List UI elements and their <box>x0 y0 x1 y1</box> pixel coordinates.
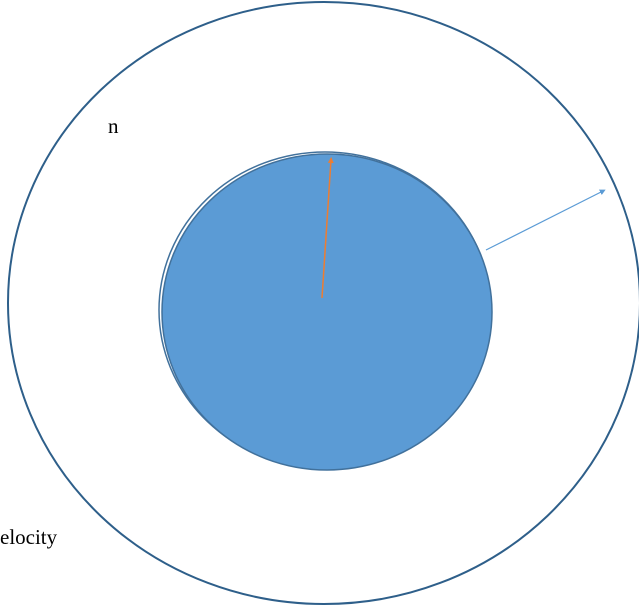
velocity-arrow <box>485 189 606 251</box>
outer-orbit-circle <box>7 1 639 605</box>
radius-arrow <box>321 157 334 299</box>
text-fragment-top: n <box>108 114 119 138</box>
inner-disk <box>161 153 493 471</box>
text-fragment-velocity: elocity <box>0 525 58 549</box>
